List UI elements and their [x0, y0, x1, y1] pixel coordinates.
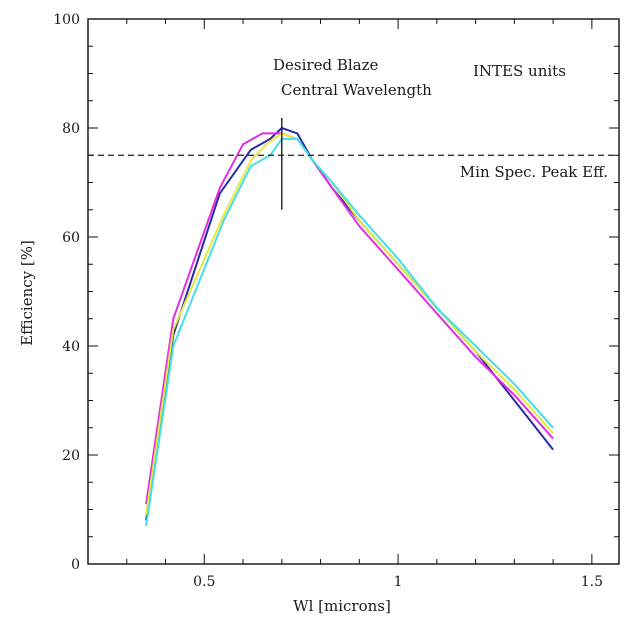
marker-label-central-wavelength: Central Wavelength [281, 81, 432, 99]
tick-labels: 0 20 40 60 80 100 0.5 1 1.5 [53, 12, 603, 590]
y-tick-label: 80 [62, 121, 80, 137]
min-spec-peak-label: Min Spec. Peak Eff. [460, 163, 608, 181]
plot-frame [87, 18, 620, 565]
y-tick-label: 60 [62, 230, 80, 246]
series-line-3 [145, 132, 554, 516]
y-tick-label: 0 [71, 557, 80, 573]
y-tick-label: 40 [62, 339, 80, 355]
y-tick-label: 20 [62, 448, 80, 464]
ticks-layer [87, 18, 619, 565]
x-tick-label: 1.5 [581, 574, 603, 590]
x-tick-label: 1 [394, 574, 403, 590]
series-layer [145, 127, 554, 527]
marker-label-desired-blaze: Desired Blaze [273, 56, 378, 74]
series-line-1 [145, 127, 554, 521]
series-line-4 [145, 137, 554, 527]
x-axis-label: Wl [microns] [293, 597, 391, 615]
y-axis-label: Efficiency [%] [18, 240, 36, 346]
y-tick-label: 100 [53, 12, 80, 28]
series-line-2 [145, 132, 554, 505]
units-annotation: INTES units [473, 62, 566, 80]
x-tick-label: 0.5 [193, 574, 215, 590]
